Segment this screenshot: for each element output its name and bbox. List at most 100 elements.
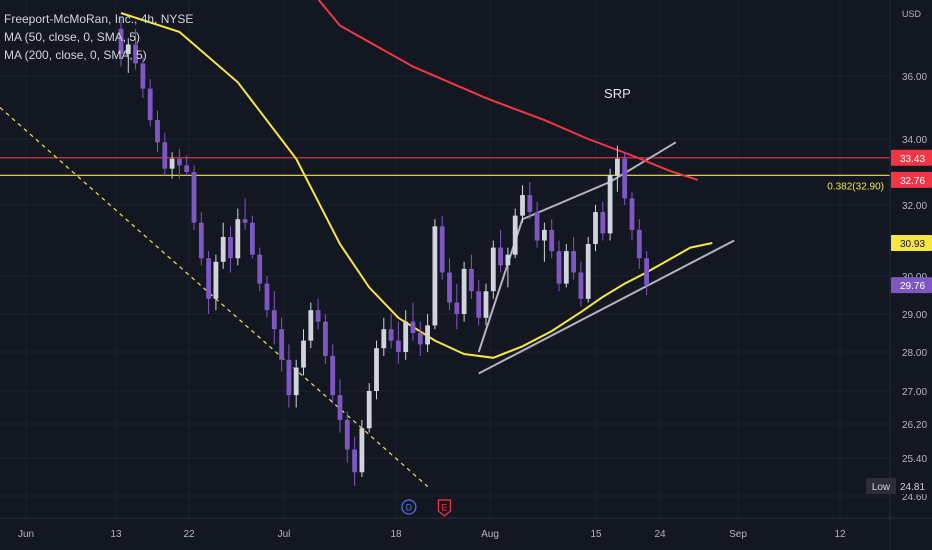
candle-body xyxy=(293,367,299,396)
candle-body xyxy=(344,419,350,450)
time-tick-label: Aug xyxy=(481,529,499,540)
candle-body xyxy=(498,247,503,266)
candle-body xyxy=(556,251,562,284)
price-label-badge xyxy=(891,171,932,188)
candle-body xyxy=(542,229,547,241)
low-prefix-label: Low xyxy=(872,482,891,493)
ma200-line xyxy=(317,0,699,181)
price-tick-label: 34.00 xyxy=(902,135,927,146)
candle-body xyxy=(417,333,423,345)
grid xyxy=(0,0,890,518)
candle-body xyxy=(177,158,182,166)
candle-body xyxy=(520,195,525,216)
candle-body xyxy=(644,258,649,286)
annotations: SRP D E xyxy=(401,86,631,517)
price-tick-label: 25.40 xyxy=(902,454,927,465)
candle-body xyxy=(403,321,409,352)
price-tick-label: 27.00 xyxy=(902,387,927,398)
event-marker-label: E xyxy=(441,503,447,513)
dividend-marker xyxy=(401,499,417,515)
symbol-title[interactable]: Freeport-McMoRan, Inc., 4h, NYSE xyxy=(4,12,194,26)
candle-body xyxy=(483,291,489,318)
price-label-badge xyxy=(891,277,932,294)
earnings-marker xyxy=(437,499,451,517)
price-label-badge xyxy=(891,149,932,166)
candle-body xyxy=(264,283,270,311)
price-axis[interactable]: 24.6025.4026.2027.0028.0029.0030.0032.00… xyxy=(866,0,932,550)
candle-body xyxy=(410,321,416,333)
candles xyxy=(118,16,649,487)
time-tick-label: Jul xyxy=(278,529,291,540)
candle-body xyxy=(257,254,263,284)
candle-body xyxy=(607,175,613,234)
time-tick-label: 18 xyxy=(390,529,402,540)
time-tick-label: 22 xyxy=(183,529,195,540)
candle-body xyxy=(147,88,153,121)
time-tick-label: 13 xyxy=(110,529,122,540)
candle-body xyxy=(461,268,467,314)
currency-label: USD xyxy=(902,9,922,19)
candle-body xyxy=(184,165,190,172)
price-label-badge xyxy=(891,234,932,251)
candle-body xyxy=(220,236,226,262)
price-label-text: 32.76 xyxy=(900,176,925,187)
candle-body xyxy=(191,172,197,223)
candle-body xyxy=(629,198,635,230)
candle-body xyxy=(593,212,598,245)
candle-body xyxy=(271,310,277,330)
candle-body xyxy=(490,247,496,292)
trendline-channel-top xyxy=(477,141,677,353)
candle-body xyxy=(337,395,343,420)
candle-body xyxy=(600,212,606,234)
low-prefix-badge xyxy=(866,478,896,495)
candle-body xyxy=(469,268,474,292)
time-axis[interactable]: Jun 13 22 Jul 18 Aug 15 24 Sep 12 xyxy=(0,517,932,540)
candle-body xyxy=(615,158,620,176)
price-label-badge xyxy=(897,478,932,495)
chart-legend: Freeport-McMoRan, Inc., 4h, NYSE MA (50,… xyxy=(4,10,193,64)
candle-body xyxy=(534,212,540,241)
price-label-text: 30.93 xyxy=(900,239,925,250)
time-tick-label: Sep xyxy=(729,529,747,540)
candle-body xyxy=(636,229,642,259)
ma50-legend[interactable]: MA (50, close, 0, SMA, 5) xyxy=(4,30,141,44)
candle-body xyxy=(563,251,569,284)
candle-body xyxy=(235,219,241,259)
candle-body xyxy=(512,215,518,255)
candle-body xyxy=(527,195,533,213)
candle-body xyxy=(571,251,576,273)
price-tick-label: 36.00 xyxy=(902,72,927,83)
candle-body xyxy=(323,321,328,356)
candle-body xyxy=(549,229,555,252)
candle-body xyxy=(476,291,482,318)
candle-body xyxy=(396,340,401,352)
price-label-text: 29.76 xyxy=(900,281,925,292)
horizontal-lines: 0.382(32.90) xyxy=(0,157,890,192)
price-tick-label: 26.20 xyxy=(902,420,927,431)
candle-body xyxy=(155,120,160,143)
candle-body xyxy=(388,329,394,341)
candle-body xyxy=(169,158,175,169)
candle-body xyxy=(366,391,372,429)
price-tick-label: 32.00 xyxy=(902,201,927,212)
trendline-channel-bottom xyxy=(478,239,735,375)
candle-body xyxy=(330,355,336,396)
candle-body xyxy=(198,222,204,259)
candle-body xyxy=(250,222,255,255)
event-marker-label: D xyxy=(406,503,413,513)
ma200-legend[interactable]: MA (200, close, 0, SMA, 5) xyxy=(4,48,147,62)
candle-body xyxy=(140,63,146,89)
candle-body xyxy=(118,28,124,54)
candle-body xyxy=(308,310,314,341)
candle-body xyxy=(454,302,460,314)
candle-body xyxy=(578,272,584,299)
fib-level-label: 0.382(32.90) xyxy=(827,181,884,192)
candle-body xyxy=(213,261,219,299)
candle-body xyxy=(286,359,292,396)
time-tick-label: Jun xyxy=(18,529,34,540)
candle-body xyxy=(315,310,321,322)
candle-body xyxy=(447,272,452,303)
candle-body xyxy=(228,236,233,259)
candle-body xyxy=(374,348,379,391)
